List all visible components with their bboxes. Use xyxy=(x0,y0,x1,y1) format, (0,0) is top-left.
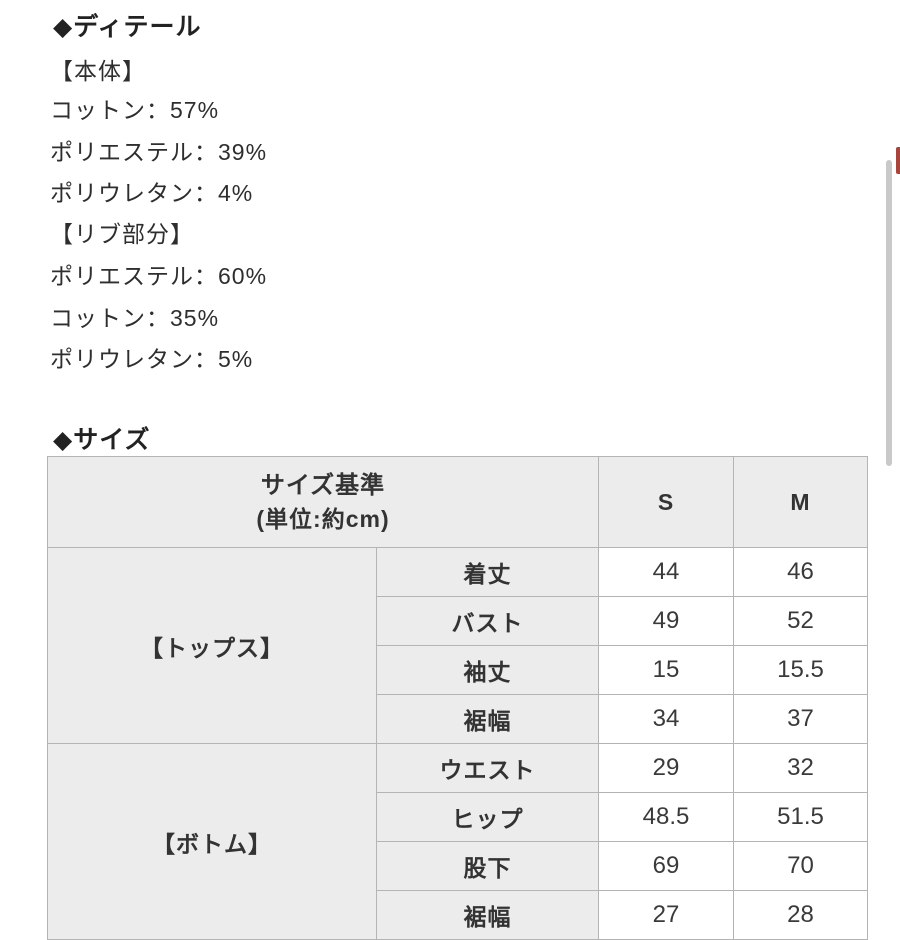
size-standard-title: サイズ基準 xyxy=(260,472,386,499)
size-table: サイズ基準 (単位:約cm) S M 【トップス】 着丈 44 46 バスト 4… xyxy=(46,456,869,940)
fabric-line: ポリエステル：39% xyxy=(50,139,268,165)
size-table-standard-cell: サイズ基準 (単位:約cm) xyxy=(46,456,600,548)
measure-value-s: 48.5 xyxy=(598,792,735,842)
edge-marker xyxy=(896,147,900,174)
measure-value-s: 27 xyxy=(598,890,735,940)
fabric-line: ポリウレタン：5% xyxy=(50,346,254,372)
measure-value-m: 32 xyxy=(733,743,869,793)
measure-value-m: 37 xyxy=(733,694,869,744)
measure-value-m: 52 xyxy=(733,596,869,646)
measure-label: 着丈 xyxy=(375,547,600,597)
table-row: 袖丈 15 15.5 xyxy=(48,645,869,695)
table-row: 裾幅 34 37 xyxy=(48,694,869,744)
measure-label: ウエスト xyxy=(375,743,600,793)
size-unit-note: (単位:約cm) xyxy=(256,506,390,532)
table-row: 【トップス】 着丈 44 46 xyxy=(47,547,869,744)
measure-label: 袖丈 xyxy=(375,645,600,695)
measure-value-s: 15 xyxy=(598,645,735,695)
group-label-bottom: 【ボトム】 xyxy=(47,743,377,940)
measure-value-m: 46 xyxy=(733,547,869,597)
measure-value-s: 44 xyxy=(598,547,735,597)
fabric-line: ポリウレタン：4% xyxy=(50,180,254,206)
details-section-label-rib: 【リブ部分】 xyxy=(50,221,194,247)
measure-value-s: 34 xyxy=(598,694,735,744)
product-description-page: { "details": { "heading": "◆ディテール", "sec… xyxy=(46,13,900,940)
fabric-line: ポリエステル：60% xyxy=(50,263,268,289)
measure-value-m: 51.5 xyxy=(733,792,869,842)
table-row: ヒップ 48.5 51.5 xyxy=(48,792,869,842)
size-column-s: S xyxy=(598,456,735,548)
measure-value-s: 29 xyxy=(598,743,735,793)
measure-value-m: 70 xyxy=(733,841,869,891)
measure-label: 裾幅 xyxy=(375,890,600,940)
measure-value-s: 69 xyxy=(598,841,735,891)
details-heading: ◆ディテール xyxy=(53,13,202,41)
group-label-tops: 【トップス】 xyxy=(47,547,377,744)
measure-value-m: 15.5 xyxy=(733,645,869,695)
measure-label: バスト xyxy=(375,596,600,646)
measure-label: 裾幅 xyxy=(375,694,600,744)
table-row: バスト 49 52 xyxy=(48,596,869,646)
fabric-line: コットン：35% xyxy=(50,305,220,331)
table-row: 【ボトム】 ウエスト 29 32 xyxy=(47,743,869,940)
fabric-line: コットン：57% xyxy=(50,97,220,123)
measure-label: 股下 xyxy=(375,841,600,891)
details-section-label-body: 【本体】 xyxy=(50,58,146,84)
size-heading: ◆サイズ xyxy=(53,426,151,454)
size-table-header-row: サイズ基準 (単位:約cm) S M xyxy=(46,456,869,548)
measure-label: ヒップ xyxy=(375,792,600,842)
size-column-m: M xyxy=(733,456,869,548)
measure-value-s: 49 xyxy=(598,596,735,646)
scrollbar-thumb[interactable] xyxy=(886,160,892,466)
measure-value-m: 28 xyxy=(733,890,869,940)
